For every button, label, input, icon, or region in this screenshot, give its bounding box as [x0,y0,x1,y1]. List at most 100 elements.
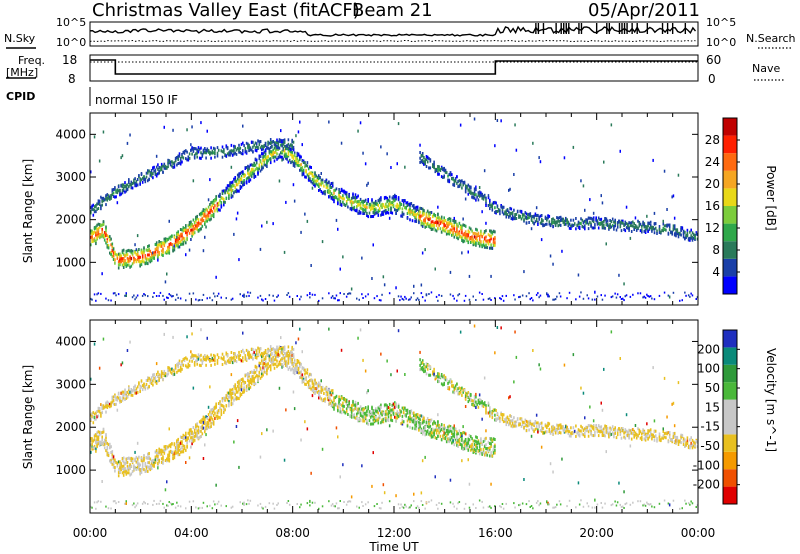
echo-cell [644,225,647,228]
echo-cell [490,243,492,247]
echo-cell [163,125,165,129]
echo-cell [91,506,93,509]
echo-cell [269,150,272,154]
echo-cell [210,353,212,357]
echo-cell [192,224,195,228]
echo-cell [601,201,604,205]
echo-cell [185,157,187,161]
echo-cell [95,434,97,438]
echo-cell [502,205,505,209]
echo-cell [397,204,400,208]
echo-cell [169,445,172,449]
echo-cell [554,220,557,224]
echo-cell [110,194,112,197]
echo-cell [395,211,397,215]
echo-cell [188,248,191,252]
echo-cell [420,220,423,223]
echo-cell [164,251,167,255]
echo-cell [200,328,202,332]
echo-cell [144,262,147,266]
echo-cell [297,366,300,370]
echo-cell [122,189,125,193]
echo-cell [424,218,426,222]
echo-cell [101,227,103,231]
echo-cell [600,217,603,221]
echo-cell [407,202,410,206]
echo-cell [478,241,481,245]
echo-cell [117,260,120,264]
echo-cell [164,445,167,448]
echo-cell [561,249,563,253]
echo-cell [177,162,179,165]
echo-cell [186,441,188,445]
echo-cell [233,391,235,395]
echo-cell [243,502,245,506]
echo-cell [133,464,135,468]
echo-cell [167,455,169,459]
echo-cell [362,209,364,213]
echo-cell [157,375,159,378]
echo-cell [368,202,371,206]
echo-cell [162,449,164,453]
echo-cell [386,210,388,214]
echo-cell [235,397,238,401]
echo-cell [206,213,209,217]
echo-cell [537,292,539,295]
echo-cell [121,396,124,400]
echo-cell [390,166,392,169]
echo-cell [299,298,301,301]
echo-cell [138,248,140,251]
echo-cell [193,155,196,159]
echo-cell [101,411,103,415]
echo-cell [236,177,239,181]
echo-cell [255,349,258,353]
echo-cell [290,161,292,165]
echo-cell [152,166,154,170]
echo-cell [601,226,604,230]
echo-cell [673,224,676,228]
echo-cell [114,403,116,406]
echo-cell [169,163,172,167]
echo-cell [385,202,387,206]
echo-cell [283,347,286,351]
echo-cell [283,138,286,142]
echo-cell [103,442,106,446]
echo-cell [254,157,257,161]
echo-cell [448,180,451,184]
echo-cell [426,156,429,160]
echo-cell [168,249,171,253]
echo-cell [91,298,93,301]
echo-cell [250,171,253,175]
echo-cell [139,182,141,186]
echo-cell [552,262,554,266]
echo-cell [98,366,101,370]
echo-cell [125,391,128,394]
echo-cell [334,188,337,192]
echo-cell [391,201,394,204]
echo-cell [230,358,233,362]
echo-cell [173,453,176,457]
echo-cell [372,201,375,205]
echo-cell [271,145,273,149]
echo-cell [215,275,217,279]
echo-cell [233,177,235,181]
echo-cell [205,214,207,218]
echo-cell [315,389,318,393]
echo-cell [449,270,452,274]
echo-cell [135,184,138,188]
echo-cell [134,177,136,181]
echo-cell [519,295,521,298]
echo-cell [139,470,141,474]
echo-cell [164,166,167,170]
echo-cell [689,230,691,234]
echo-cell [93,239,96,242]
echo-cell [120,391,122,395]
echo-cell [111,249,114,253]
echo-cell [629,221,632,225]
echo-cell [242,502,244,505]
echo-cell [138,455,140,459]
echo-cell [286,502,288,504]
echo-cell [344,190,347,194]
echo-cell [210,416,212,420]
echo-cell [451,233,453,237]
